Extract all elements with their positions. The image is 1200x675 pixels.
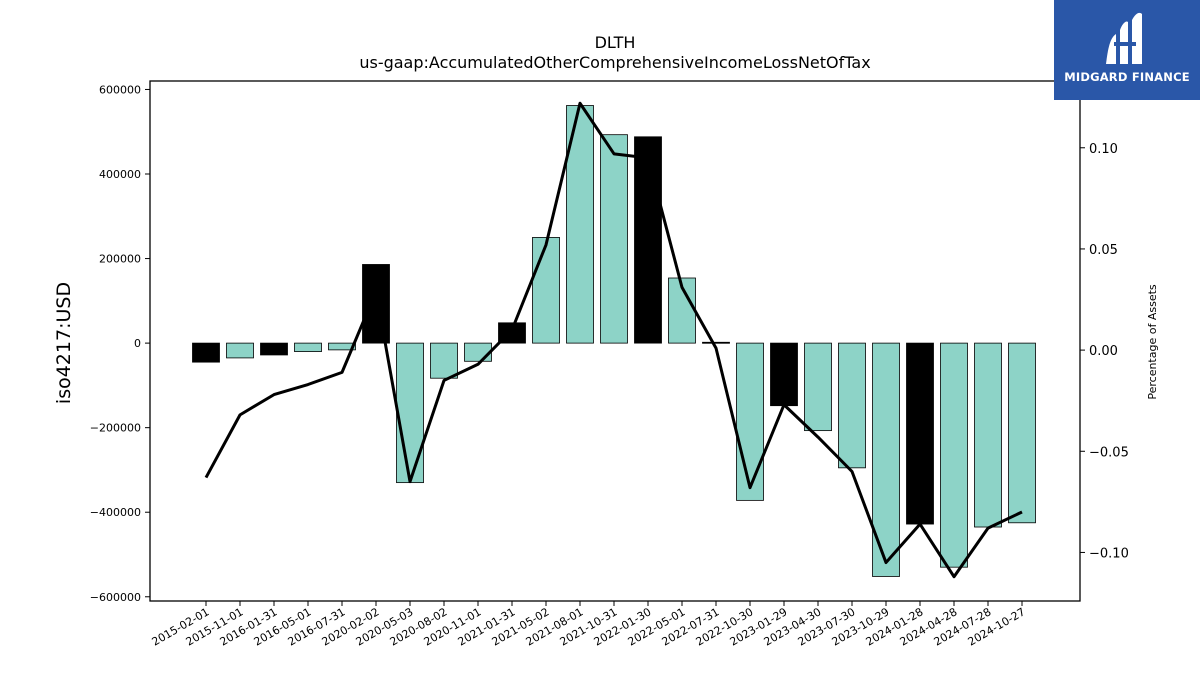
logo-text: MIDGARD FINANCE: [1064, 70, 1190, 84]
y2-tick-label: 0.05: [1089, 243, 1118, 258]
y2-tick-label: 0.10: [1089, 142, 1118, 157]
plot-frame: [149, 80, 1081, 602]
y-tick-label: 0: [134, 337, 141, 350]
bar: [464, 342, 492, 362]
bar-series: [192, 105, 1036, 577]
y2-tick-label: −0.05: [1089, 445, 1129, 460]
chart-subtitle: us-gaap:AccumulatedOtherComprehensiveInc…: [359, 53, 870, 72]
bar: [770, 342, 798, 407]
y-axis-label: iso4217:USD: [53, 282, 75, 404]
bar: [736, 342, 764, 501]
bar: [396, 342, 424, 484]
logo-mark-icon: [1106, 12, 1142, 64]
chart-title: DLTH: [595, 33, 636, 52]
y-tick-label: 400000: [99, 168, 141, 181]
bar: [1008, 342, 1036, 524]
bar: [872, 342, 900, 577]
bar: [226, 342, 254, 359]
line-series: [204, 101, 1023, 579]
bar: [532, 237, 560, 344]
bar: [192, 342, 220, 363]
bar: [804, 342, 832, 432]
bar: [940, 342, 968, 568]
y-tick-label: −200000: [90, 422, 141, 435]
y-tick-label: 200000: [99, 253, 141, 266]
bar: [600, 134, 628, 344]
bar: [430, 342, 458, 379]
bar: [702, 341, 730, 344]
bar: [634, 136, 662, 344]
y-tick-label: −400000: [90, 506, 141, 519]
y2-tick-label: −0.10: [1089, 546, 1129, 561]
y-tick-label: 600000: [99, 83, 141, 96]
bar: [362, 264, 390, 344]
y2-tick-label: 0.00: [1089, 344, 1118, 359]
bar: [974, 342, 1002, 528]
bar: [328, 342, 356, 351]
y2-axis-label: Percentage of Assets: [1146, 284, 1159, 400]
y-tick-label: −600000: [90, 591, 141, 604]
bar: [838, 342, 866, 469]
bar: [294, 342, 322, 352]
midgard-finance-logo: MIDGARD FINANCE: [1054, 0, 1200, 100]
bar: [260, 342, 288, 356]
bar: [906, 342, 934, 525]
